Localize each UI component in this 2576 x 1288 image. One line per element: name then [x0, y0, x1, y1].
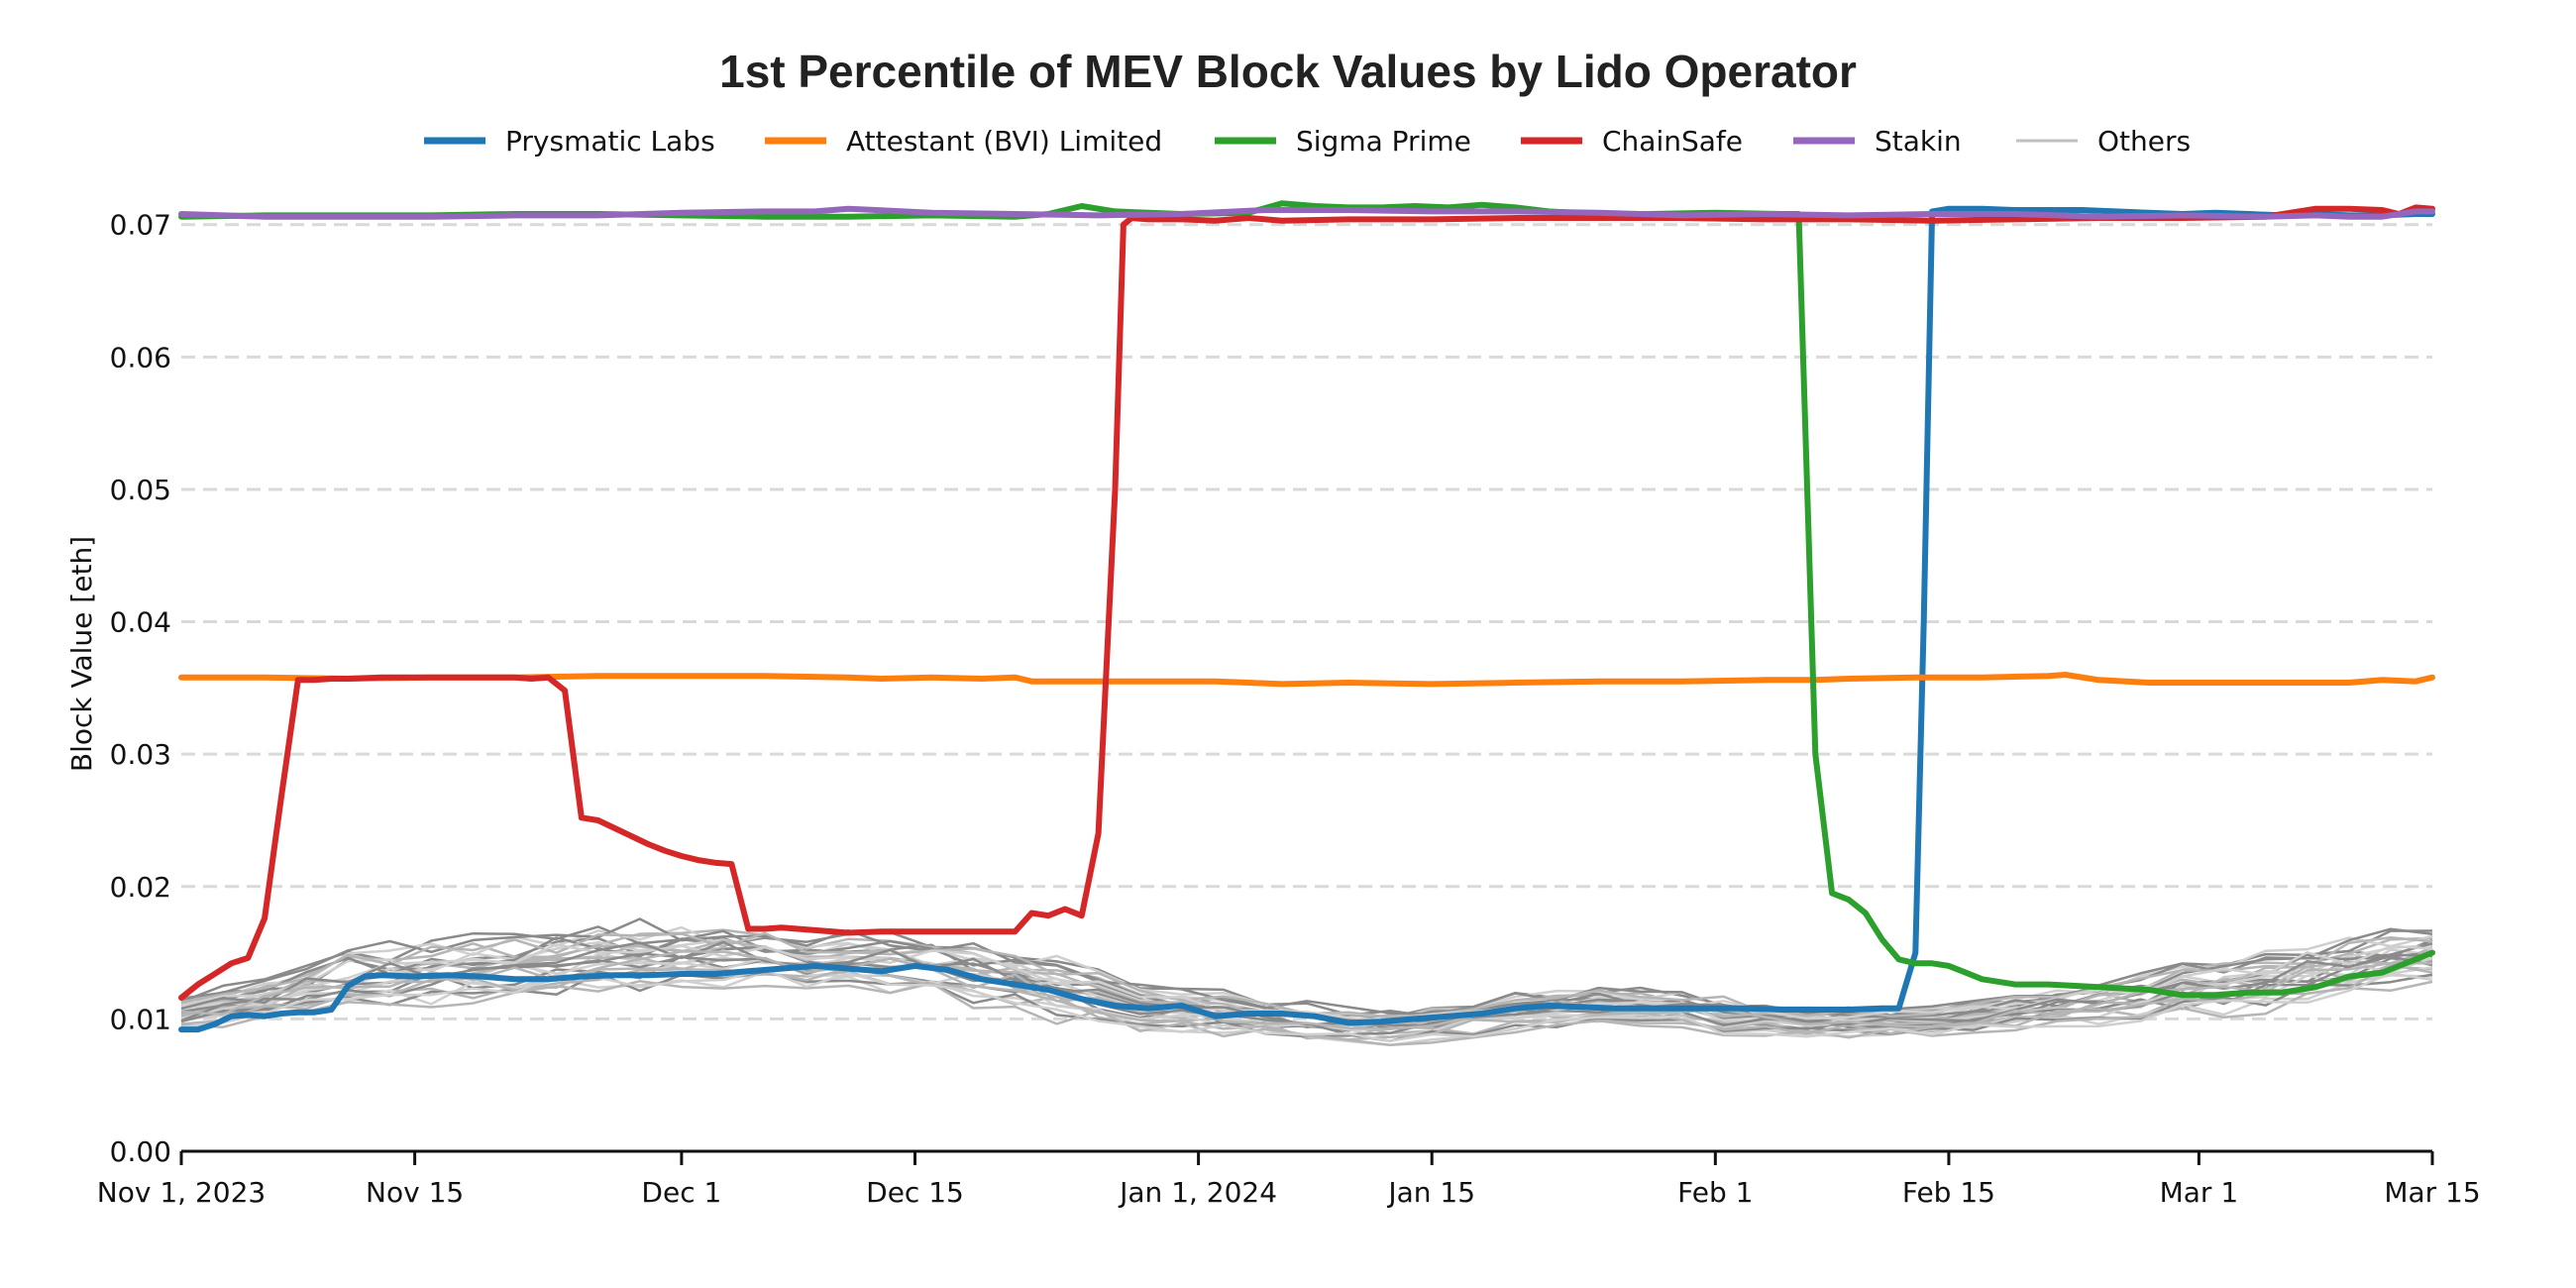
x-tick-label: Feb 15	[1902, 1176, 1995, 1209]
gridlines	[181, 223, 2432, 1020]
x-tick-label: Feb 1	[1677, 1176, 1753, 1209]
series-line-sigma-prime	[178, 200, 2435, 999]
legend-label: Others	[2097, 125, 2191, 158]
legend: Prysmatic Labs Attestant (BVI) Limited Sig…	[424, 125, 2191, 158]
axes: 0.00 0.01 0.02 0.03 0.04 0.05 0.06 0.07 Nov 1, 2…	[97, 209, 2481, 1209]
x-tick-label: Mar 1	[2160, 1176, 2239, 1209]
legend-label: ChainSafe	[1602, 125, 1743, 158]
series-line-stakin	[178, 205, 2435, 220]
legend-label: Stakin	[1875, 125, 1962, 158]
legend-item-stakin: Stakin	[1793, 125, 1962, 158]
y-tick-label: 0.02	[110, 871, 171, 904]
y-tick-label: 0.05	[110, 474, 171, 506]
legend-item-chainsafe: ChainSafe	[1521, 125, 1743, 158]
series-line-attestant-bvi-limited	[178, 672, 2435, 688]
others-line	[180, 940, 2433, 1027]
legend-item-sigma-prime: Sigma Prime	[1215, 125, 1471, 158]
x-tick-label: Nov 1, 2023	[97, 1176, 266, 1209]
x-tick-label: Mar 15	[2384, 1176, 2480, 1209]
others-line	[180, 968, 2433, 1042]
legend-label: Prysmatic Labs	[505, 125, 715, 158]
legend-item-prysmatic-labs: Prysmatic Labs	[424, 125, 715, 158]
series-line-prysmatic-labs	[178, 205, 2435, 1033]
x-tick-label: Nov 15	[366, 1176, 464, 1209]
legend-label: Sigma Prime	[1296, 125, 1471, 158]
legend-item-others: Others	[2016, 125, 2191, 158]
x-tick-label: Dec 15	[866, 1176, 964, 1209]
x-tick-label: Dec 1	[641, 1176, 721, 1209]
chart-title: 1st Percentile of MEV Block Values by Li…	[719, 46, 1857, 97]
legend-item-attestant-bvi-limited: Attestant (BVI) Limited	[765, 125, 1162, 158]
y-tick-label: 0.07	[110, 209, 171, 242]
y-tick-label: 0.06	[110, 341, 171, 374]
y-tick-label: 0.03	[110, 738, 171, 771]
x-tick-label: Jan 1, 2024	[1118, 1176, 1277, 1209]
y-tick-label: 0.00	[110, 1135, 171, 1168]
x-tick-label: Jan 15	[1386, 1176, 1475, 1209]
y-tick-label: 0.04	[110, 606, 171, 639]
y-axis-label: Block Value [eth]	[65, 536, 98, 772]
legend-label: Attestant (BVI) Limited	[846, 125, 1162, 158]
y-tick-label: 0.01	[110, 1003, 171, 1035]
others-line	[180, 945, 2433, 1030]
others-line	[180, 963, 2433, 1041]
series-line-chainsafe	[178, 204, 2435, 1001]
series-lines	[178, 200, 2435, 1033]
